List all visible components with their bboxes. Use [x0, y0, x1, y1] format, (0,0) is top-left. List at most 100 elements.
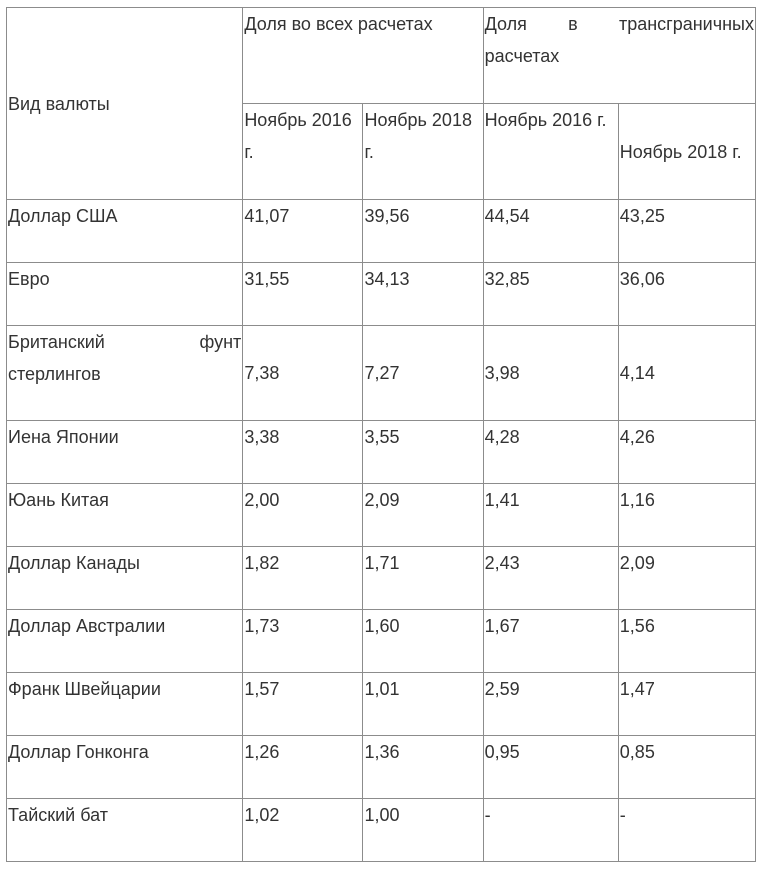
currency-label: Тайский бат [8, 805, 108, 825]
value: 1,57 [244, 679, 280, 699]
cell-cb-2016: 0,95 [482, 735, 619, 799]
value: - [619, 805, 626, 825]
value: 4,26 [619, 427, 655, 447]
cell-cb-2016: 32,85 [482, 262, 619, 326]
cell-cb-2016: 2,59 [482, 672, 619, 736]
value: 1,73 [244, 616, 280, 636]
cell-cb-2018: - [617, 798, 757, 862]
table-row: Евро 31,55 34,13 32,85 36,06 [5, 262, 757, 326]
cell-cb-2018: 36,06 [617, 262, 757, 326]
value: 4,28 [484, 427, 520, 447]
table-row: Юань Китая 2,00 2,09 1,41 1,16 [5, 483, 757, 547]
table-row: Доллар Гонконга 1,26 1,36 0,95 0,85 [5, 735, 757, 799]
value: 1,67 [484, 616, 520, 636]
value: 41,07 [244, 206, 290, 226]
cell-cb-2016: 2,43 [482, 546, 619, 610]
value: 7,38 [244, 363, 280, 383]
cell-cb-2018: 4,26 [617, 420, 757, 484]
value: 1,47 [619, 679, 655, 699]
cell-cb-2016: 1,67 [482, 609, 619, 673]
table-row: Иена Японии 3,38 3,55 4,28 4,26 [5, 420, 757, 484]
cell-all-2016: 2,00 [242, 483, 364, 547]
table-row: Доллар США 41,07 39,56 44,54 43,25 [5, 199, 757, 263]
header-all-nov2016: Ноябрь 2016 г. [242, 103, 364, 200]
cell-cb-2018: 1,47 [617, 672, 757, 736]
cell-all-2018: 1,60 [362, 609, 484, 673]
value: 39,56 [364, 206, 410, 226]
table-row: Франк Швейцарии 1,57 1,01 2,59 1,47 [5, 672, 757, 736]
currency-label: Франк Швейцарии [8, 679, 161, 699]
cell-all-2016: 1,02 [242, 798, 364, 862]
header-share-all: Доля во всех расчетах [242, 7, 484, 104]
header-currency-type: Вид валюты [5, 7, 244, 200]
cell-currency: Доллар США [5, 199, 244, 263]
cell-all-2016: 1,73 [242, 609, 364, 673]
header-share-all-label: Доля во всех расчетах [244, 14, 433, 34]
cell-cb-2016: 3,98 [482, 325, 619, 421]
value: 1,01 [364, 679, 400, 699]
header-share-cross-border-label: Доля в трансграничных расчетах [484, 14, 754, 66]
header-cb-nov2018: Ноябрь 2018 г. [617, 103, 757, 200]
cell-currency: Франк Швейцарии [5, 672, 244, 736]
value: 2,43 [484, 553, 520, 573]
value: 31,55 [244, 269, 290, 289]
value: 2,09 [619, 553, 655, 573]
table-row: Тайский бат 1,02 1,00 - - [5, 798, 757, 862]
value: - [484, 805, 491, 825]
currency-label: Евро [8, 269, 50, 289]
currency-label: Доллар Канады [8, 553, 140, 573]
table-row: Британский фунт стерлингов 7,38 7,27 3,9… [5, 325, 757, 421]
value: 3,38 [244, 427, 280, 447]
value: 1,82 [244, 553, 280, 573]
cell-currency: Евро [5, 262, 244, 326]
cell-all-2016: 41,07 [242, 199, 364, 263]
cell-cb-2016: 44,54 [482, 199, 619, 263]
value: 32,85 [484, 269, 530, 289]
cell-currency: Тайский бат [5, 798, 244, 862]
cell-currency: Доллар Канады [5, 546, 244, 610]
value: 3,55 [364, 427, 400, 447]
cell-currency: Доллар Гонконга [5, 735, 244, 799]
value: 4,14 [619, 363, 655, 383]
cell-cb-2016: - [482, 798, 619, 862]
table-subheader-row: Ноябрь 2016 г. Ноябрь 2018 г. Ноябрь 201… [7, 103, 757, 200]
value: 0,95 [484, 742, 520, 762]
cell-cb-2018: 0,85 [617, 735, 757, 799]
value: 7,27 [364, 363, 400, 383]
header-cb-nov2016: Ноябрь 2016 г. [482, 103, 619, 200]
cell-currency: Юань Китая [5, 483, 244, 547]
cell-all-2018: 1,36 [362, 735, 484, 799]
value: 1,36 [364, 742, 400, 762]
cell-all-2016: 1,26 [242, 735, 364, 799]
header-cb-nov2018-label: Ноябрь 2018 г. [619, 141, 742, 162]
cell-all-2018: 1,01 [362, 672, 484, 736]
cell-all-2018: 3,55 [362, 420, 484, 484]
header-all-nov2018-label: Ноябрь 2018 г. [364, 110, 472, 162]
currency-label: Доллар Гонконга [8, 742, 149, 762]
value: 1,41 [484, 490, 520, 510]
header-share-cross-border: Доля в трансграничных расчетах [482, 7, 757, 104]
table-row: Доллар Австралии 1,73 1,60 1,67 1,56 [5, 609, 757, 673]
cell-all-2016: 1,57 [242, 672, 364, 736]
cell-cb-2016: 4,28 [482, 420, 619, 484]
value: 0,85 [619, 742, 655, 762]
value: 1,56 [619, 616, 655, 636]
table-header-row: Вид валюты Доля во всех расчетах Доля в … [5, 7, 757, 200]
value: 44,54 [484, 206, 530, 226]
value: 1,71 [364, 553, 400, 573]
cell-cb-2018: 43,25 [617, 199, 757, 263]
value: 1,60 [364, 616, 400, 636]
value: 1,00 [364, 805, 400, 825]
header-cb-nov2016-label: Ноябрь 2016 г. [484, 110, 607, 130]
value: 34,13 [364, 269, 410, 289]
value: 2,09 [364, 490, 400, 510]
currency-label: Доллар США [8, 206, 118, 226]
header-currency-type-label: Вид валюты [8, 93, 110, 114]
cell-currency: Доллар Австралии [5, 609, 244, 673]
cell-all-2018: 2,09 [362, 483, 484, 547]
cell-cb-2018: 4,14 [617, 325, 757, 421]
cell-all-2018: 39,56 [362, 199, 484, 263]
value: 2,00 [244, 490, 280, 510]
cell-all-2018: 1,00 [362, 798, 484, 862]
currency-label: Иена Японии [8, 427, 119, 447]
